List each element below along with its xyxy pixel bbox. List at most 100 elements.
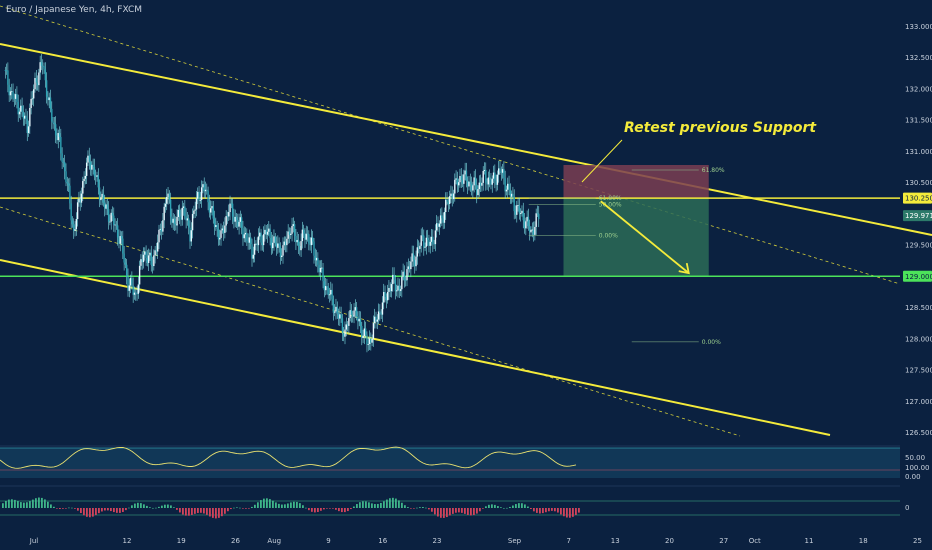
candle-body: [403, 271, 406, 280]
candle-body: [73, 224, 75, 231]
candle-body: [98, 187, 101, 201]
chart-title: Euro / Japanese Yen, 4h, FXCM: [6, 5, 142, 15]
candle-body: [434, 230, 437, 245]
candle-body: [116, 225, 119, 238]
candle-body: [79, 198, 81, 203]
projection-arrow-shaft: [600, 200, 690, 274]
candle-body: [436, 223, 438, 231]
candle-body: [299, 245, 301, 251]
projection-arrow: [581, 139, 690, 275]
candle-body: [455, 178, 457, 180]
histogram-bar: [140, 503, 142, 508]
candle-body: [47, 96, 49, 101]
histogram-bar: [557, 508, 559, 513]
candle-body: [202, 184, 204, 188]
candle-body: [291, 225, 293, 234]
candle-body: [452, 193, 455, 200]
histogram-bar: [59, 508, 61, 509]
candle-body: [18, 111, 21, 115]
date-tick-label: Oct: [749, 537, 761, 545]
candle-body: [474, 177, 477, 185]
candle-body: [478, 182, 481, 190]
price-tick-label: 128.000: [905, 335, 932, 343]
candle-body: [538, 213, 540, 220]
candle-body: [160, 228, 163, 232]
candle-body: [195, 198, 198, 210]
histogram-bar: [473, 508, 475, 516]
histogram-bar: [314, 508, 316, 513]
candle-body: [188, 218, 190, 228]
candle-body: [269, 228, 271, 238]
position-zones: [563, 165, 709, 277]
stop-loss-zone: [563, 165, 709, 199]
candle-body: [137, 284, 140, 294]
candle-body: [445, 199, 447, 213]
histogram-bar: [485, 506, 487, 508]
candle-body: [11, 91, 13, 93]
candle-body: [123, 253, 125, 263]
candle-body: [483, 170, 486, 172]
candle-body: [233, 216, 235, 222]
histogram-bar: [551, 508, 553, 511]
histogram-bar: [338, 508, 340, 512]
histogram-bar: [164, 504, 166, 508]
candle-body: [151, 264, 154, 267]
candle-body: [281, 255, 283, 258]
histogram-bar: [98, 508, 100, 514]
candle-body: [237, 220, 239, 227]
histogram-bar: [95, 508, 97, 516]
histogram-bar: [44, 499, 46, 508]
candle-body: [265, 229, 267, 235]
candle-body: [12, 91, 14, 99]
candle-body: [146, 257, 149, 263]
candle-body: [93, 166, 96, 177]
histogram-bar: [506, 507, 508, 509]
candle-body: [420, 235, 422, 246]
histogram-bar: [257, 502, 259, 508]
histogram-bar: [326, 508, 328, 509]
candle-body: [266, 231, 269, 235]
candle-body: [277, 243, 279, 248]
candle-body: [510, 193, 513, 197]
candle-body: [286, 238, 288, 246]
candle-body: [225, 216, 227, 226]
candle-body: [193, 210, 195, 214]
histogram-bar: [416, 507, 418, 509]
candle-body: [176, 216, 178, 226]
projection-arrow-head: [678, 262, 690, 275]
date-tick-label: 26: [231, 537, 240, 545]
candle-body: [74, 229, 76, 231]
histogram-bar: [89, 508, 91, 518]
candle-body: [457, 182, 460, 186]
candle-body: [27, 126, 30, 133]
candle-body: [234, 216, 236, 222]
histogram-bar: [368, 502, 370, 508]
histogram-bar: [353, 506, 355, 508]
candle-body: [100, 197, 102, 201]
candle-body: [477, 189, 479, 196]
candle-body: [268, 228, 270, 232]
candle-body: [29, 107, 31, 127]
histogram-bar: [422, 507, 424, 508]
candle-body: [336, 306, 338, 314]
date-tick-label: 27: [719, 537, 728, 545]
candle-body: [85, 162, 88, 176]
candle-body: [522, 210, 524, 221]
candle-body: [184, 206, 186, 217]
candle-body: [315, 257, 318, 261]
fib-label: 0.00%: [702, 339, 721, 346]
histogram-bar: [533, 508, 535, 512]
candle-body: [513, 197, 515, 212]
candle-body: [65, 171, 67, 183]
histogram-bar: [455, 508, 457, 513]
candle-body: [359, 318, 362, 326]
candle-body: [297, 239, 300, 246]
candle-body: [106, 204, 109, 210]
candle-body: [332, 299, 335, 313]
histogram-bar: [362, 501, 364, 508]
oscillator-axis-label: 0.00: [905, 473, 921, 481]
histogram-bar: [374, 504, 376, 508]
histogram-bar: [425, 507, 427, 509]
candle-body: [206, 189, 208, 191]
candle-body: [293, 224, 296, 236]
